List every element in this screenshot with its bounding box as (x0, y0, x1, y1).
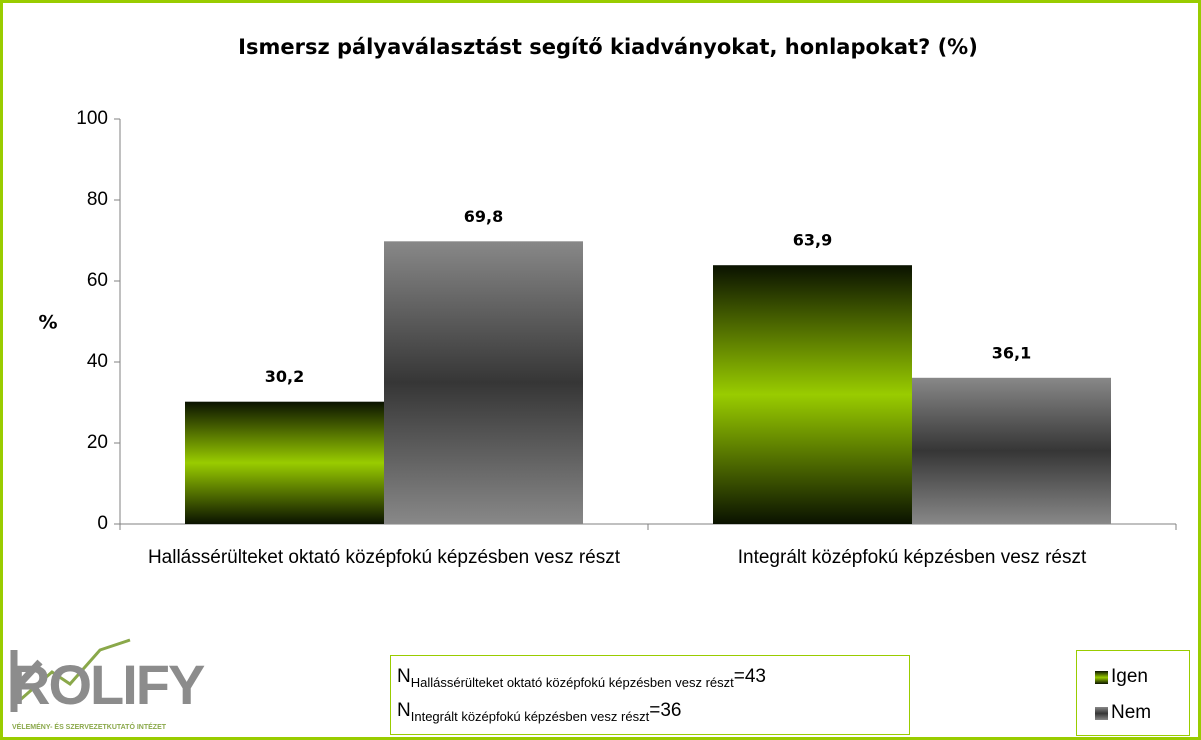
legend-label: Nem (1111, 702, 1152, 723)
data-label: 36,1 (992, 343, 1031, 362)
y-tick-label: 60 (87, 270, 108, 291)
y-tick-label: 40 (87, 351, 108, 372)
note-value: 36 (660, 700, 682, 721)
data-label: 30,2 (265, 367, 304, 386)
bar (185, 401, 384, 524)
logo-tagline: VÉLEMÉNY- ÉS SZERVEZETKUTATÓ INTÉZET (12, 724, 167, 731)
note-sign: = (649, 700, 661, 721)
note-subscript: Integrált középfokú képzésben vesz részt (410, 708, 650, 724)
bar (912, 377, 1111, 524)
logo-name: ROLIFY (10, 653, 205, 716)
data-label: 69,8 (464, 207, 503, 226)
note-symbol: N (397, 700, 411, 721)
notes-box: NHallássérülteket oktató középfokú képzé… (390, 655, 910, 735)
legend-swatch (1095, 670, 1108, 684)
x-tick-label: Hallássérülteket oktató középfokú képzés… (147, 547, 621, 568)
note-sign: = (733, 666, 745, 687)
note-value: 43 (744, 666, 766, 687)
legend: Igen Nem (1076, 650, 1190, 736)
bar (713, 265, 912, 524)
note-subscript: Hallássérülteket oktató középfokú képzés… (410, 674, 734, 690)
y-tick-label: 80 (87, 189, 108, 210)
legend-item: Igen (1095, 659, 1189, 695)
note: NHallássérülteket oktató középfokú képzé… (397, 660, 903, 694)
note: NIntegrált középfokú képzésben vesz rész… (397, 694, 903, 728)
y-axis-label: % (38, 312, 57, 334)
logo-graphic (10, 638, 131, 712)
y-tick-label: 100 (76, 108, 108, 129)
x-tick-label: Integrált középfokú képzésben vesz részt (737, 547, 1087, 568)
y-tick-label: 20 (87, 432, 108, 453)
note-symbol: N (397, 666, 411, 687)
chart-title: Ismersz pályaválasztást segítő kiadványo… (238, 35, 978, 59)
legend-item: Nem (1095, 695, 1189, 731)
data-label: 63,9 (793, 231, 832, 250)
legend-swatch (1095, 706, 1108, 720)
legend-label: Igen (1111, 666, 1148, 687)
y-tick-label: 0 (97, 513, 108, 534)
bar (384, 241, 583, 524)
